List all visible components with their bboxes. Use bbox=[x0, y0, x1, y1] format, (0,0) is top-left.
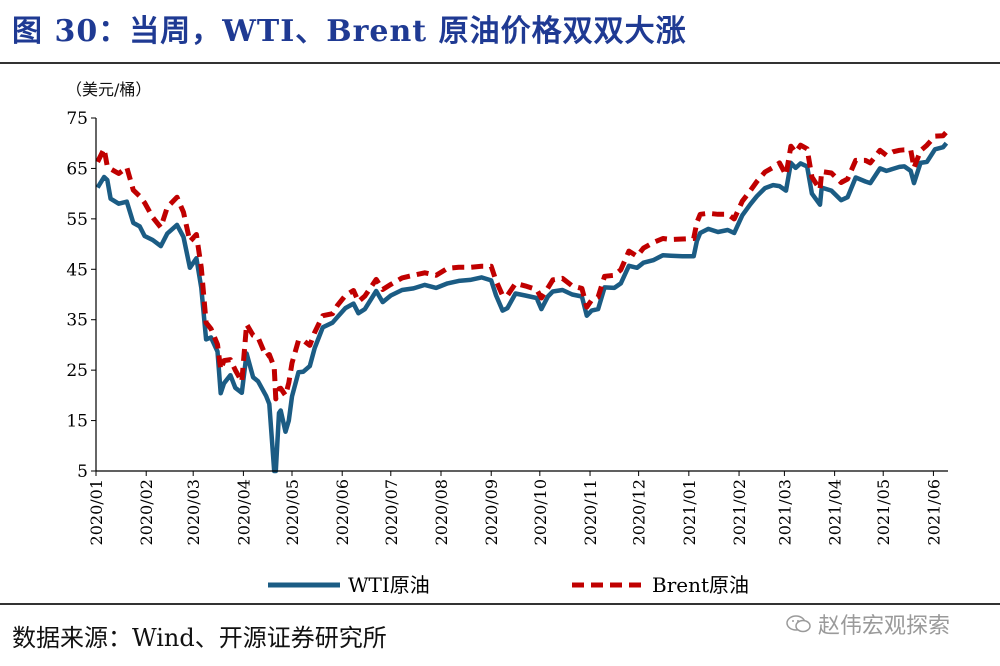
wti-series-line bbox=[95, 141, 949, 474]
figure-title: 图 30：当周，WTI、Brent 原油价格双双大涨 bbox=[12, 14, 687, 49]
title-divider bbox=[0, 62, 1000, 64]
x-tick-label: 2021/03 bbox=[775, 479, 794, 545]
watermark: 赵伟宏观探索 bbox=[786, 608, 950, 640]
x-tick-label: 2021/02 bbox=[730, 479, 749, 545]
x-tick-label: 2020/12 bbox=[630, 479, 649, 545]
series-layer bbox=[95, 130, 949, 474]
y-tick-label: 15 bbox=[66, 412, 88, 432]
y-tick-label: 75 bbox=[66, 109, 88, 129]
x-tick-label: 2020/11 bbox=[581, 479, 600, 545]
x-tick-label: 2021/06 bbox=[924, 479, 943, 545]
legend-label-wti: WTI原油 bbox=[348, 573, 430, 597]
oil-price-chart: 5 15 25 35 45 55 65 75 2020/01 2020/02 2020/03 2020… bbox=[66, 109, 949, 597]
y-tick-label: 45 bbox=[66, 260, 88, 280]
x-tick-label: 2021/04 bbox=[826, 479, 845, 545]
x-tick-label: 2020/05 bbox=[283, 479, 302, 545]
x-tick-label: 2021/05 bbox=[874, 479, 893, 545]
x-tick-label: 2020/07 bbox=[382, 479, 401, 545]
y-tick-label: 55 bbox=[66, 210, 88, 230]
watermark-text: 赵伟宏观探索 bbox=[818, 614, 951, 639]
x-tick-label: 2020/10 bbox=[531, 479, 550, 545]
x-tick-label: 2020/01 bbox=[87, 479, 106, 545]
x-tick-label: 2020/08 bbox=[432, 479, 451, 545]
legend-label-brent: Brent原油 bbox=[652, 573, 749, 597]
x-tick-label: 2021/01 bbox=[680, 479, 699, 545]
legend: WTI原油 Brent原油 bbox=[268, 573, 749, 597]
wechat-icon bbox=[786, 615, 811, 633]
y-axis-unit-label: （美元/桶） bbox=[66, 80, 152, 99]
x-tick-label: 2020/04 bbox=[234, 479, 253, 545]
x-tick-label: 2020/09 bbox=[482, 479, 501, 545]
y-tick-label: 65 bbox=[66, 159, 88, 179]
x-tick-label: 2020/02 bbox=[137, 479, 156, 545]
y-tick-label: 35 bbox=[66, 311, 88, 331]
source-note: 数据来源：Wind、开源证券研究所 bbox=[12, 624, 387, 652]
brent-series-line bbox=[95, 130, 949, 402]
x-tick-label: 2020/03 bbox=[184, 479, 203, 545]
y-tick-label: 25 bbox=[66, 361, 88, 381]
axes-layer: 5 15 25 35 45 55 65 75 2020/01 2020/02 2020/03 2020… bbox=[66, 109, 948, 545]
y-tick-label: 5 bbox=[77, 462, 88, 482]
x-tick-label: 2020/06 bbox=[333, 479, 352, 545]
source-divider bbox=[0, 603, 1000, 605]
